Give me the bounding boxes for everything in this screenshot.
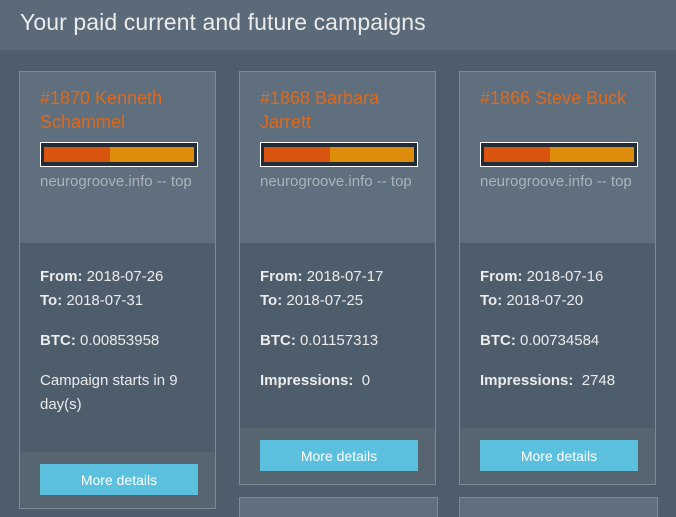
to-value: 2018-07-25 [286, 292, 364, 309]
campaign-title[interactable]: #1868 Barbara Jarrett [260, 88, 380, 132]
campaign-card-footer: More details [20, 452, 215, 508]
campaign-site: neurogroove.info -- top [260, 173, 412, 190]
to-row: To: 2018-07-25 [260, 289, 363, 313]
btc-label: BTC: [480, 332, 516, 349]
more-details-button[interactable]: More details [260, 440, 418, 471]
campaign-card-partial [459, 497, 658, 517]
campaign-title[interactable]: #1866 Steve Buck [480, 88, 627, 108]
campaign-card-header: #1868 Barbara Jarrett neurogroove.info -… [240, 72, 435, 243]
campaign-card: #1870 Kenneth Schammel neurogroove.info … [19, 71, 216, 509]
to-value: 2018-07-20 [506, 292, 584, 309]
to-label: To: [480, 292, 503, 309]
from-label: From: [40, 268, 83, 285]
campaign-card: #1866 Steve Buck neurogroove.info -- top… [459, 71, 656, 485]
btc-row: BTC: 0.00734584 [480, 329, 599, 353]
more-details-button[interactable]: More details [480, 440, 638, 471]
progress-fill-secondary [110, 147, 194, 162]
from-row: From: 2018-07-17 [260, 265, 383, 289]
progress-fill-primary [484, 147, 550, 162]
campaign-site: neurogroove.info -- top [480, 173, 632, 190]
campaign-card-header: #1870 Kenneth Schammel neurogroove.info … [20, 72, 215, 243]
page-header: Your paid current and future campaigns [0, 0, 676, 51]
to-row: To: 2018-07-31 [40, 289, 143, 313]
campaign-card: #1868 Barbara Jarrett neurogroove.info -… [239, 71, 436, 485]
campaign-progress-bar [40, 142, 198, 167]
btc-label: BTC: [40, 332, 76, 349]
campaign-card-partial [239, 497, 438, 517]
from-label: From: [260, 268, 303, 285]
btc-value: 0.01157313 [300, 332, 379, 349]
impressions-label: Impressions: [480, 372, 574, 389]
from-row: From: 2018-07-16 [480, 265, 603, 289]
impressions-value: 2748 [581, 372, 616, 389]
btc-value: 0.00853958 [80, 332, 160, 349]
to-row: To: 2018-07-20 [480, 289, 583, 313]
more-details-button[interactable]: More details [40, 464, 198, 495]
btc-row: BTC: 0.00853958 [40, 329, 159, 353]
campaign-start-note: Campaign starts in 9 day(s) [40, 372, 178, 413]
impressions-value: 0 [361, 372, 371, 389]
progress-fill-secondary [550, 147, 634, 162]
campaign-site: neurogroove.info -- top [40, 173, 192, 190]
from-value: 2018-07-17 [306, 268, 384, 285]
to-label: To: [260, 292, 283, 309]
campaign-card-footer: More details [240, 428, 435, 484]
to-label: To: [40, 292, 63, 309]
page-title: Your paid current and future campaigns [20, 9, 426, 35]
campaign-progress-bar [480, 142, 638, 167]
to-value: 2018-07-31 [66, 292, 144, 309]
campaign-title[interactable]: #1870 Kenneth Schammel [40, 88, 163, 132]
campaign-progress-bar [260, 142, 418, 167]
btc-value: 0.00734584 [520, 332, 600, 349]
impressions-row: Impressions: 2748 [480, 369, 615, 393]
from-label: From: [480, 268, 523, 285]
progress-fill-primary [44, 147, 110, 162]
impressions-row: Impressions: 0 [260, 369, 370, 393]
progress-fill-primary [264, 147, 330, 162]
btc-row: BTC: 0.01157313 [260, 329, 378, 353]
from-value: 2018-07-26 [86, 268, 164, 285]
campaign-card-footer: More details [460, 428, 655, 484]
progress-fill-secondary [330, 147, 414, 162]
from-row: From: 2018-07-26 [40, 265, 163, 289]
impressions-label: Impressions: [260, 372, 354, 389]
from-value: 2018-07-16 [526, 268, 604, 285]
btc-label: BTC: [260, 332, 296, 349]
campaign-card-header: #1866 Steve Buck neurogroove.info -- top [460, 72, 655, 243]
